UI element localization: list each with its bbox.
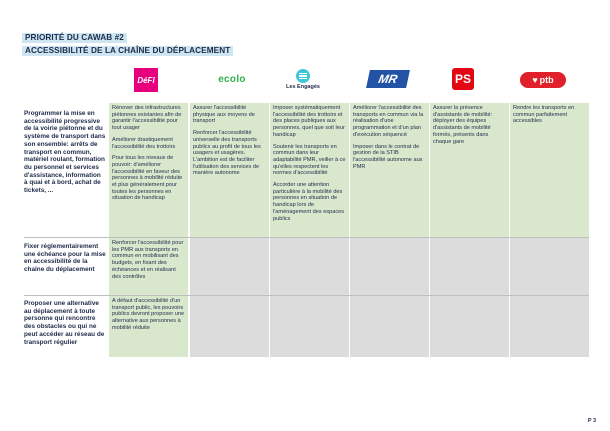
table-cell: Assurer l'accessibilité physique aux moy… <box>190 103 269 237</box>
cell-text: Rendre les transports en commun parfaite… <box>513 105 575 125</box>
cell-text: Soutenir les transports en commun dans l… <box>273 143 346 177</box>
table-cell: Imposer systématiquement l'accessibilité… <box>270 103 349 237</box>
row-divider <box>24 237 589 238</box>
table-cell <box>430 296 509 357</box>
ptb-logo: ♥ ptb <box>520 72 566 88</box>
table-cell <box>430 238 509 295</box>
ptb-label: ptb <box>539 75 554 85</box>
cell-text: Renforcer l'accessibilité universelle de… <box>193 130 261 177</box>
section-title: ACCESSIBILITÉ DE LA CHAÎNE DU DÉPLACEMEN… <box>22 46 234 56</box>
cell-text: Accorder une attention particulière à la… <box>273 182 345 222</box>
table-cell: Améliorer l'accessibilité des transports… <box>350 103 429 237</box>
cell-text: Pour tous les niveaux de pouvoir: d'amél… <box>112 155 183 202</box>
cell-text: Améliorer drastiquement l'accessibilité … <box>112 136 176 150</box>
cell-text: Rénover des infrastructures piétonnes ex… <box>112 105 182 132</box>
defi-logo: DéFI <box>134 68 158 92</box>
ps-logo: PS <box>452 68 474 90</box>
cell-text: Imposer systématiquement l'accessibilité… <box>273 105 345 138</box>
table-cell: Rénover des infrastructures piétonnes ex… <box>109 103 188 237</box>
mr-logo: MR <box>366 70 410 88</box>
table-cell <box>190 296 269 357</box>
cell-text: Imposer dans le contrat de gestion de la… <box>353 143 423 170</box>
ecolo-logo: ecolo <box>218 73 246 85</box>
cell-text: Assurer l'accessibilité physique aux moy… <box>193 105 255 125</box>
table-cell: Renforcer l'accessibilité pour les PMR a… <box>109 238 188 295</box>
les-engages-label: Les Engagés <box>286 83 320 90</box>
cell-text: Renforcer l'accessibilité pour les PMR a… <box>112 240 184 280</box>
cell-text: A défaut d'accessibilité d'un transport … <box>112 298 185 331</box>
cell-text: Améliorer l'accessibilité des transports… <box>353 105 424 138</box>
cell-text: Assurer la présence d'assistants de mobi… <box>433 105 493 145</box>
table-cell <box>350 238 429 295</box>
table-cell: Assurer la présence d'assistants de mobi… <box>430 103 509 237</box>
les-engages-icon <box>296 68 310 83</box>
row-divider <box>24 295 589 296</box>
page-number: P 3 <box>587 418 596 424</box>
table-cell <box>190 238 269 295</box>
heart-icon: ♥ <box>532 75 538 85</box>
row-header: Proposer une alternative au déplacement … <box>24 300 105 346</box>
table-cell <box>270 238 349 295</box>
row-header: Programmer la mise en accessibilité prog… <box>24 110 106 195</box>
table-cell <box>510 238 589 295</box>
priority-title: PRIORITÉ DU CAWAB #2 <box>22 33 127 43</box>
table-cell <box>350 296 429 357</box>
table-cell: A défaut d'accessibilité d'un transport … <box>109 296 188 357</box>
les-engages-logo: Les Engagés <box>286 66 320 92</box>
table-cell <box>270 296 349 357</box>
row-header: Fixer réglementairement une échéance pou… <box>24 243 106 274</box>
table-cell <box>510 296 589 357</box>
table-cell: Rendre les transports en commun parfaite… <box>510 103 589 237</box>
